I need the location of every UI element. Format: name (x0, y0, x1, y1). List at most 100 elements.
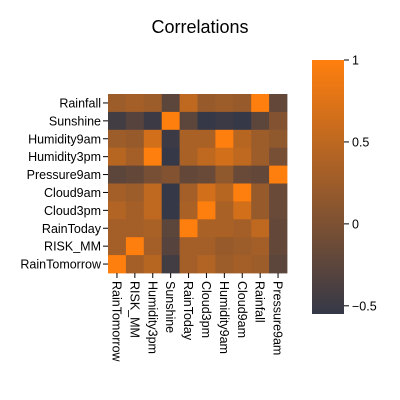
heatmap-cell (179, 165, 198, 184)
column-label: Pressure9am (271, 281, 285, 355)
heatmap-cell (215, 237, 234, 256)
heatmap-cell (251, 111, 270, 131)
column-label: Cloud9am (235, 281, 249, 338)
heatmap-cell (269, 165, 288, 184)
heatmap-cell (108, 183, 127, 202)
heatmap-cell (269, 94, 288, 113)
column-label: Sunshine (163, 281, 177, 333)
heatmap-cell (125, 237, 145, 256)
heatmap-cell (143, 129, 163, 149)
colorbar-gradient (312, 60, 344, 314)
heatmap-cell (233, 219, 252, 238)
heatmap-cell (161, 111, 180, 131)
heatmap-cell (215, 111, 234, 131)
heatmap-cell (215, 255, 234, 274)
heatmap-cell (197, 201, 216, 220)
heatmap-cell (251, 237, 270, 256)
heatmap-cell (251, 129, 270, 149)
heatmap-cell (269, 237, 288, 256)
heatmap-cell (108, 129, 127, 149)
heatmap-cell (108, 147, 127, 166)
heatmap-cell (143, 165, 163, 184)
heatmap-cell (269, 219, 288, 238)
heatmap-cell (108, 237, 127, 256)
heatmap-cell (179, 255, 198, 274)
heatmap-cell (215, 147, 234, 166)
heatmap-cell (197, 129, 216, 149)
heatmap-cell (179, 129, 198, 149)
column-label: Cloud3pm (199, 281, 213, 338)
heatmap-cell (125, 111, 145, 131)
heatmap-cell (269, 147, 288, 166)
row-labels: Rainfall Sunshine Humidity9am Humidity3pm Pr… (20, 96, 108, 272)
colorbar-tick-label: −0.5 (352, 299, 377, 313)
heatmap-cell (108, 165, 127, 184)
colorbar-ticks: −0.5 0 0.5 1 (344, 54, 377, 313)
colorbar-tick-label: 0.5 (352, 135, 369, 149)
heatmap-cell (233, 201, 252, 220)
heatmap-cell (161, 237, 180, 256)
heatmap-cell (143, 255, 163, 274)
heatmap-cell (125, 129, 145, 149)
heatmap-cell (179, 94, 198, 113)
row-label: RainToday (42, 222, 102, 236)
heatmap-cell (108, 255, 127, 274)
row-label: Cloud3pm (44, 204, 101, 218)
heatmap-cell (179, 201, 198, 220)
row-label: Humidity9am (28, 132, 101, 146)
heatmap-cell (197, 183, 216, 202)
row-label: Sunshine (49, 114, 101, 128)
heatmap-cell (197, 255, 216, 274)
heatmap-cell (179, 147, 198, 166)
heatmap-cell (233, 94, 252, 113)
heatmap-cell (125, 219, 145, 238)
heatmap-cell (179, 237, 198, 256)
heatmap-cell (215, 94, 234, 113)
row-label: Rainfall (59, 96, 101, 110)
heatmap-cell (125, 255, 145, 274)
heatmap-cell (269, 129, 288, 149)
heatmap-cell (251, 165, 270, 184)
heatmap-cell (108, 201, 127, 220)
heatmap-cell (161, 129, 180, 149)
heatmap-cell (197, 165, 216, 184)
column-label: Humidity9am (217, 281, 231, 354)
heatmap-cell (233, 147, 252, 166)
heatmap-cell (161, 165, 180, 184)
heatmap-cell (143, 201, 163, 220)
heatmap-cell (251, 201, 270, 220)
heatmap-cell (143, 94, 163, 113)
colorbar-tick-label: 1 (352, 54, 359, 68)
heatmap-cell (179, 183, 198, 202)
heatmap-cell (215, 219, 234, 238)
heatmap-cell (143, 219, 163, 238)
heatmap-cell (233, 255, 252, 274)
heatmap-cell (269, 255, 288, 274)
heatmap-cell (215, 129, 234, 149)
row-label: Cloud9am (44, 186, 101, 200)
heatmap-cell (233, 111, 252, 131)
heatmap-cell (161, 147, 180, 166)
heatmap-cell (161, 94, 180, 113)
heatmap-cell (215, 165, 234, 184)
heatmap-cell (251, 183, 270, 202)
heatmap-cell (251, 219, 270, 238)
heatmap-cell (233, 183, 252, 202)
column-label: Humidity3pm (145, 281, 159, 354)
heatmap-cell (215, 201, 234, 220)
heatmap-cells (108, 94, 288, 274)
column-label: RainToday (181, 281, 195, 341)
heatmap-cell (233, 129, 252, 149)
column-label: RainTomorrow (109, 281, 123, 363)
column-labels: RainTomorrow RISK_MM Humidity3pm Sunshine Ra… (109, 273, 285, 363)
row-label: Humidity3pm (28, 150, 101, 164)
row-label: Pressure9am (27, 168, 101, 182)
heatmap-cell (197, 94, 216, 113)
heatmap-cell (269, 111, 288, 131)
colorbar: −0.5 0 0.5 1 (312, 54, 377, 314)
heatmap-cell (161, 255, 180, 274)
heatmap-cell (108, 219, 127, 238)
heatmap-cell (251, 94, 270, 113)
heatmap-cell (108, 111, 127, 131)
